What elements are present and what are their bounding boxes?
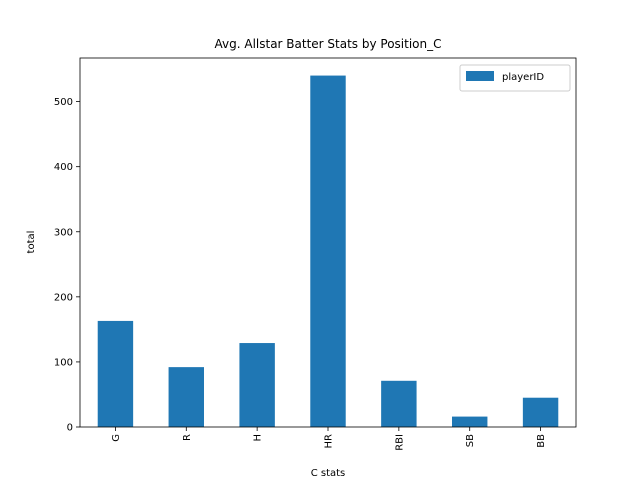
legend-label: playerID	[502, 72, 544, 83]
y-axis: 0 100 200 300 400 500	[54, 97, 80, 434]
x-tick-label-rbi: RBI	[394, 434, 405, 451]
y-axis-label: total	[26, 231, 37, 254]
x-tick-label-h: H	[253, 434, 264, 442]
x-tick-label-g: G	[111, 434, 122, 442]
bar-h	[239, 343, 275, 427]
bar-r	[168, 367, 204, 427]
bar-hr	[310, 75, 346, 428]
chart-title: Avg. Allstar Batter Stats by Position_C	[215, 37, 442, 51]
y-tick-label: 400	[54, 162, 73, 173]
x-tick-label-bb: BB	[536, 434, 547, 448]
x-axis-label: C stats	[311, 468, 346, 479]
x-tick-label-hr: HR	[324, 434, 335, 449]
y-tick-label: 100	[54, 357, 73, 368]
y-tick-label: 300	[54, 227, 73, 238]
y-tick-label: 0	[67, 423, 73, 434]
bar-sb	[452, 416, 488, 427]
bar-rbi	[381, 380, 417, 427]
x-tick-label-sb: SB	[465, 434, 476, 447]
x-tick-label-r: R	[182, 434, 193, 441]
x-axis: G R H HR RBI SB BB	[111, 427, 547, 451]
legend-swatch	[466, 71, 494, 81]
y-tick-label: 200	[54, 292, 73, 303]
bars-group	[97, 75, 559, 428]
legend: playerID	[459, 64, 571, 92]
bar-g	[97, 320, 134, 427]
bar-bb	[522, 397, 559, 427]
y-tick-label: 500	[54, 97, 73, 108]
